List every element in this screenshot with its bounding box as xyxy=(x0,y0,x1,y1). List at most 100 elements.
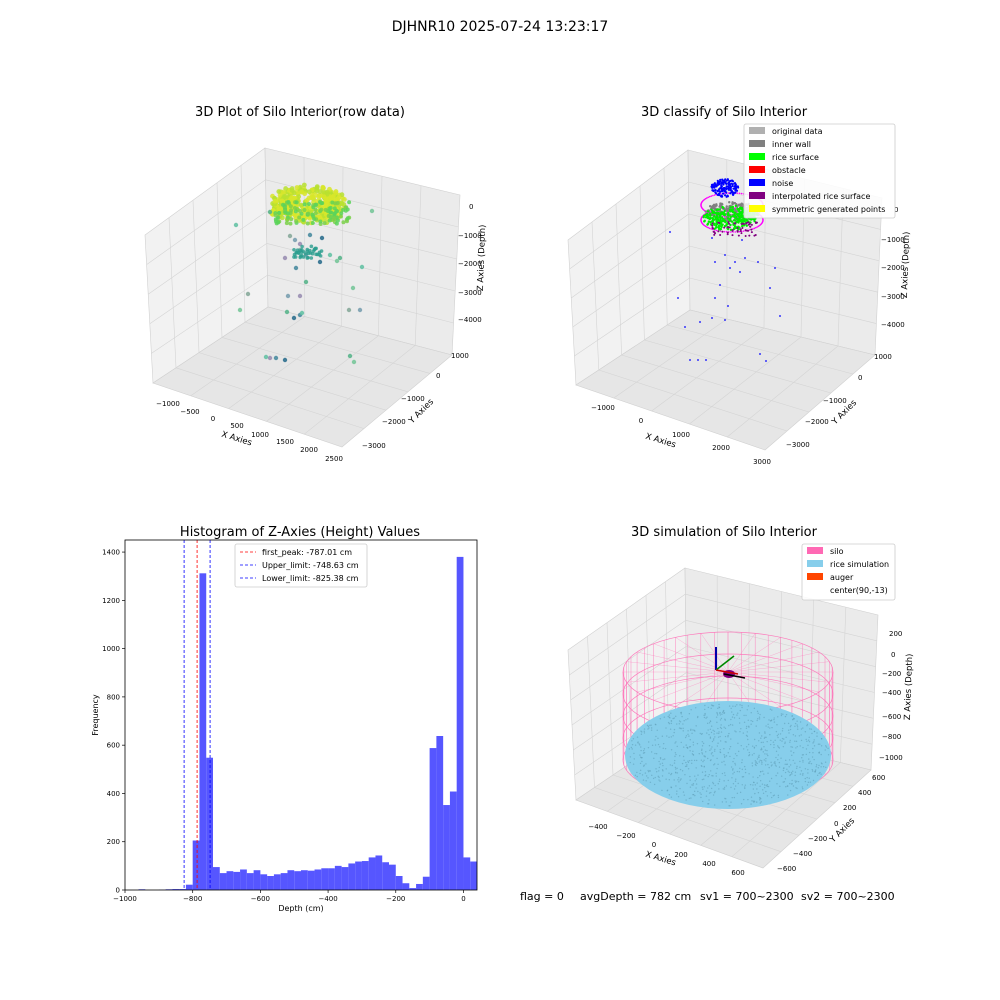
rice-point xyxy=(668,794,671,796)
classify-surface-point xyxy=(738,226,741,229)
hist-y-tick-label: 400 xyxy=(107,790,120,798)
rice-point xyxy=(711,704,713,706)
rice-point xyxy=(752,788,755,790)
rice-point xyxy=(765,790,767,793)
rice-point xyxy=(697,774,699,776)
rice-point xyxy=(789,739,791,742)
rice-point xyxy=(769,727,771,729)
classify-noise-point xyxy=(719,284,721,286)
classify-interp-point xyxy=(739,230,742,233)
rice-point xyxy=(760,737,762,739)
rice-point xyxy=(665,768,667,770)
raw-point xyxy=(317,259,323,265)
classify-wall-point xyxy=(725,215,728,218)
rice-point xyxy=(815,769,817,771)
rice-point xyxy=(749,783,752,786)
rice-point xyxy=(674,752,677,754)
rice-point xyxy=(751,800,753,802)
rice-point xyxy=(729,745,732,748)
raw-x-label: X Axies xyxy=(220,430,253,449)
rice-point xyxy=(676,772,679,774)
classify-ring-point xyxy=(712,194,714,197)
raw-x-ticks: −1000 −500 0 500 1000 1500 2000 2500 xyxy=(156,400,343,463)
rice-point xyxy=(792,759,794,762)
rice-point xyxy=(769,734,771,736)
rice-point xyxy=(674,742,676,744)
rice-point xyxy=(734,762,736,765)
rice-point xyxy=(808,777,810,779)
rice-point xyxy=(718,732,720,735)
panel-histogram: Histogram of Z-Axies (Height) Values −10… xyxy=(91,525,478,913)
classify-noise-point xyxy=(714,191,717,194)
grid-line xyxy=(175,367,365,429)
classify-wall-point xyxy=(731,202,734,206)
hist-plot-area xyxy=(125,540,477,890)
rice-point xyxy=(786,785,789,787)
rice-point xyxy=(714,748,716,751)
rice-point xyxy=(737,782,739,785)
classify-surface-point xyxy=(716,208,719,211)
rice-point xyxy=(679,721,682,723)
rice-point xyxy=(741,784,743,786)
hist-bar xyxy=(240,869,247,890)
classify-surface-point xyxy=(743,220,746,223)
raw-point xyxy=(307,232,313,238)
rice-point xyxy=(782,769,785,772)
rice-point xyxy=(751,762,753,764)
raw-point xyxy=(292,247,296,252)
raw-point xyxy=(321,185,326,191)
raw-point xyxy=(334,258,340,264)
rice-point xyxy=(794,722,797,725)
footer: flag = 0 avgDepth = 782 cm sv1 = 700~230… xyxy=(520,890,895,903)
classify-noise-point xyxy=(734,261,736,263)
rice-point xyxy=(809,781,812,783)
classify-surface-point xyxy=(717,211,720,215)
rice-point xyxy=(739,704,741,706)
raw-x-tick: 2500 xyxy=(325,455,343,463)
rice-point xyxy=(776,734,779,737)
classify-noise-point xyxy=(725,179,728,182)
classify-interp-point xyxy=(736,226,739,229)
rice-point xyxy=(694,780,696,782)
classify-pane-floor xyxy=(575,309,876,451)
rice-point xyxy=(723,772,726,774)
classify-interp-point xyxy=(750,223,753,226)
rice-point xyxy=(657,775,659,778)
rice-point xyxy=(670,773,672,776)
classify-noise-point xyxy=(677,297,679,299)
classify-noise-point xyxy=(729,267,731,269)
raw-point xyxy=(284,221,289,226)
hist-title: Histogram of Z-Axies (Height) Values xyxy=(180,525,420,540)
sim-legend-box xyxy=(801,543,896,601)
grid-line xyxy=(228,325,342,409)
classify-interp-point xyxy=(747,229,750,232)
rice-point xyxy=(776,772,779,774)
rice-point xyxy=(692,784,694,786)
classify-legend-swatch xyxy=(749,140,765,147)
rice-point xyxy=(813,741,815,743)
classify-surface-point xyxy=(705,212,709,216)
classify-noise-point xyxy=(716,190,719,193)
rice-point xyxy=(723,788,726,790)
rice-point xyxy=(643,748,646,750)
raw-point xyxy=(286,200,291,205)
rice-point xyxy=(640,746,642,748)
rice-point xyxy=(764,749,767,751)
grid-line xyxy=(221,337,409,393)
rice-point xyxy=(758,761,760,763)
rice-point xyxy=(799,745,801,747)
classify-surface-point xyxy=(739,211,743,214)
rice-point xyxy=(665,727,667,729)
raw-x-tick: 2000 xyxy=(300,446,318,454)
hist-bar xyxy=(192,840,200,890)
rice-point xyxy=(641,760,643,763)
rice-point xyxy=(694,775,696,777)
rice-point xyxy=(724,719,727,721)
classify-interp-point xyxy=(727,226,730,229)
raw-point xyxy=(299,310,305,316)
classify-noise-point xyxy=(711,317,713,319)
rice-point xyxy=(817,767,819,769)
raw-point xyxy=(350,285,356,291)
raw-point xyxy=(283,210,288,215)
rice-point xyxy=(706,722,709,725)
